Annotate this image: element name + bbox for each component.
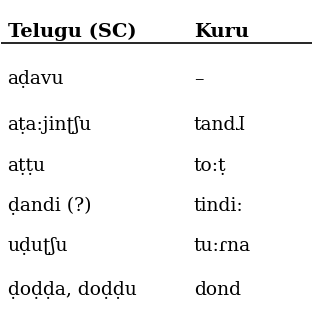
Text: Kuru: Kuru (194, 23, 249, 41)
Text: dond: dond (194, 280, 241, 299)
Text: ḍandi (?): ḍandi (?) (8, 197, 91, 215)
Text: aṭa:jinʈʃu: aṭa:jinʈʃu (8, 116, 92, 134)
Text: aṭṭu: aṭṭu (8, 156, 46, 175)
Text: tandɺ: tandɺ (194, 116, 245, 134)
Text: tindi:: tindi: (194, 197, 243, 215)
Text: aḍavu: aḍavu (8, 69, 64, 88)
Text: Telugu (SC): Telugu (SC) (8, 23, 136, 41)
Text: tu:ɾna: tu:ɾna (194, 237, 251, 255)
Text: to:ṭ: to:ṭ (194, 156, 226, 175)
Text: ḍoḍḍa, doḍḍu: ḍoḍḍa, doḍḍu (8, 280, 136, 299)
Text: uḍuʈʃu: uḍuʈʃu (8, 237, 68, 255)
Text: –: – (194, 69, 203, 88)
